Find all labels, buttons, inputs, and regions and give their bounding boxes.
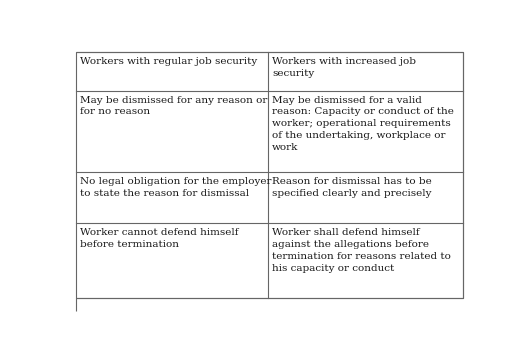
Text: Reason for dismissal has to be
specified clearly and precisely: Reason for dismissal has to be specified…: [272, 177, 432, 197]
Text: Workers with regular job security: Workers with regular job security: [80, 57, 257, 66]
Text: May be dismissed for a valid
reason: Capacity or conduct of the
worker; operatio: May be dismissed for a valid reason: Cap…: [272, 96, 454, 152]
Text: Worker shall defend himself
against the allegations before
termination for reaso: Worker shall defend himself against the …: [272, 228, 451, 273]
Text: May be dismissed for any reason or
for no reason: May be dismissed for any reason or for n…: [80, 96, 267, 116]
Bar: [76, 52, 463, 298]
Text: No legal obligation for the employer
to state the reason for dismissal: No legal obligation for the employer to …: [80, 177, 271, 197]
Text: Worker cannot defend himself
before termination: Worker cannot defend himself before term…: [80, 228, 238, 249]
Text: Workers with increased job
security: Workers with increased job security: [272, 57, 416, 78]
